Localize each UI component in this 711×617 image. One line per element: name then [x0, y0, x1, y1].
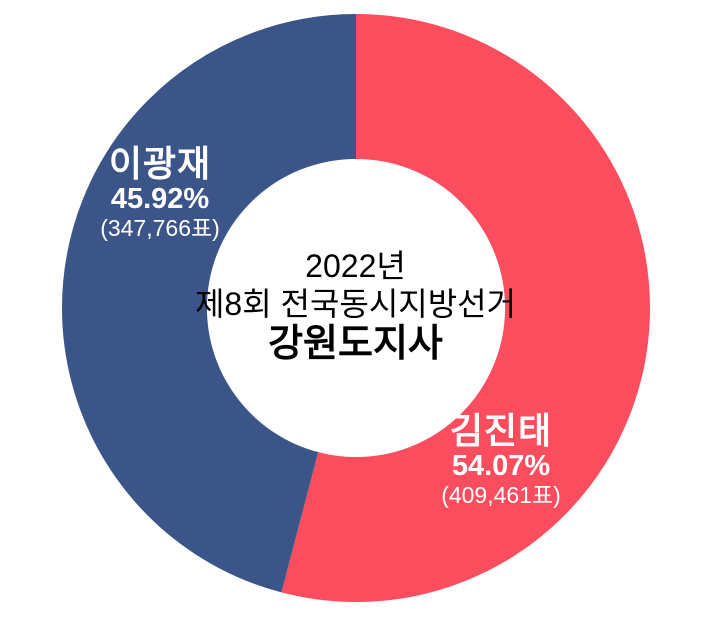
donut-segment-runner-up [61, 13, 651, 603]
